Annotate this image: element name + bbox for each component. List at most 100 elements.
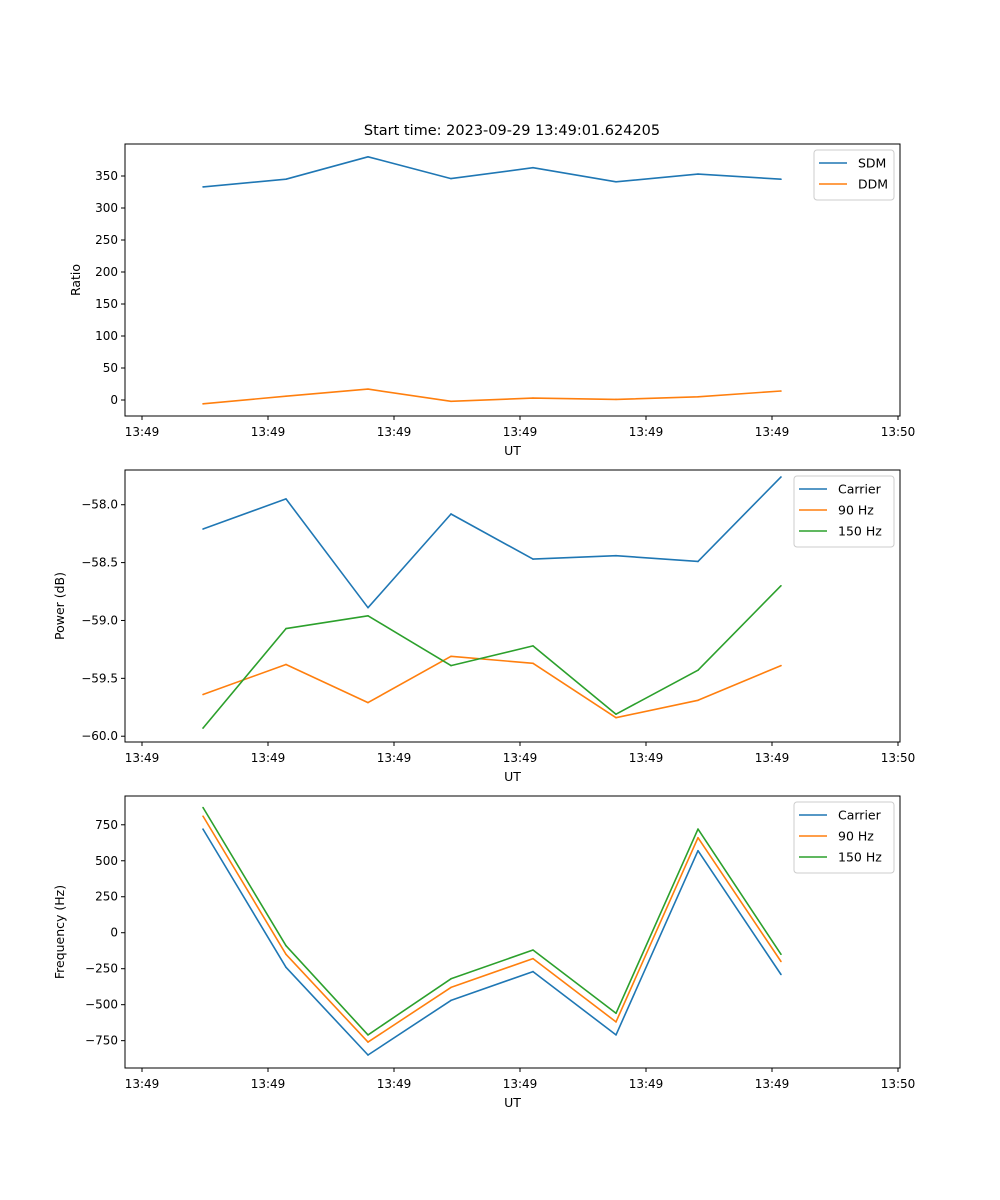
data-point — [285, 498, 287, 500]
data-point — [780, 390, 782, 392]
data-point — [697, 828, 699, 830]
data-point — [202, 693, 204, 696]
x-tick-label: 13:49 — [755, 1077, 790, 1091]
x-tick-label: 13:49 — [377, 1077, 412, 1091]
data-point — [615, 1021, 617, 1023]
legend-box — [793, 475, 895, 548]
data-point — [202, 403, 204, 405]
data-point — [697, 836, 699, 839]
data-point — [780, 664, 782, 667]
data-point — [532, 397, 534, 399]
chart-panel-1: 13:49 13:49 13:49 13:49 13:49 13:49 13:50 0 50 10… — [68, 143, 916, 458]
x-tick-label: 13:49 — [125, 1077, 160, 1091]
axes-frame — [124, 143, 901, 417]
y-tick-label: 50 — [103, 361, 118, 375]
data-point — [367, 701, 369, 704]
x-tick-label: 13:50 — [881, 751, 916, 765]
x-tick-label: 13:49 — [251, 1077, 286, 1091]
data-point — [450, 400, 452, 403]
data-point — [450, 986, 452, 989]
legend: Carrier 90 Hz 150 Hz — [793, 801, 895, 874]
data-point — [697, 699, 699, 702]
data-point — [780, 973, 782, 976]
axes-frame — [124, 469, 901, 743]
data-point — [697, 560, 699, 563]
y-tick-label: 750 — [95, 818, 118, 832]
x-tick-label: 13:49 — [125, 751, 160, 765]
y-tick-label: −58.0 — [81, 498, 118, 512]
data-point — [697, 173, 699, 175]
x-axis-label: UT — [504, 769, 521, 784]
legend-box — [793, 801, 895, 874]
data-point — [367, 388, 369, 390]
data-point — [202, 186, 204, 188]
series-line-sdm — [202, 156, 782, 188]
y-axis-label: Power (dB) — [52, 572, 67, 640]
legend-label: Carrier — [838, 808, 882, 823]
data-point — [285, 178, 287, 180]
data-point — [285, 944, 287, 947]
y-tick-label: 100 — [95, 329, 118, 343]
data-point — [532, 949, 534, 951]
legend: SDM DDM — [813, 149, 895, 201]
data-point — [202, 806, 204, 809]
x-tick-label: 13:49 — [377, 425, 412, 439]
x-tick-label: 13:50 — [881, 425, 916, 439]
data-point — [367, 1041, 369, 1043]
x-tick-label: 13:49 — [251, 751, 286, 765]
data-point — [615, 398, 617, 401]
data-point — [450, 177, 452, 180]
data-point — [697, 396, 699, 398]
data-point — [450, 664, 452, 667]
chart-panel-3: 13:49 13:49 13:49 13:49 13:49 13:49 13:50 750 50… — [52, 795, 915, 1110]
legend-label: 90 Hz — [838, 829, 874, 844]
data-point — [202, 727, 204, 729]
x-tick-label: 13:49 — [503, 425, 538, 439]
data-point — [367, 606, 369, 609]
data-point — [615, 1012, 617, 1015]
data-point — [450, 655, 452, 658]
y-tick-label: −250 — [85, 962, 118, 976]
data-point — [367, 615, 369, 617]
data-point — [697, 849, 699, 852]
data-point — [285, 395, 287, 397]
data-point — [202, 528, 204, 530]
data-point — [615, 1034, 617, 1036]
y-tick-label: 250 — [95, 890, 118, 904]
data-point — [532, 645, 534, 647]
y-tick-label: −58.5 — [81, 556, 118, 570]
data-point — [532, 662, 534, 665]
x-tick-label: 13:49 — [755, 425, 790, 439]
y-axis-label: Ratio — [68, 264, 83, 296]
x-tick-label: 13:49 — [377, 751, 412, 765]
y-tick-label: 500 — [95, 854, 118, 868]
series-line-150-hz — [202, 585, 782, 729]
y-tick-label: −500 — [85, 998, 118, 1012]
series-line-ddm — [202, 388, 782, 405]
y-tick-label: −59.5 — [81, 671, 118, 685]
x-tick-label: 13:49 — [251, 425, 286, 439]
data-point — [780, 960, 782, 963]
legend-label: DDM — [858, 177, 888, 192]
series-line-carrier — [202, 476, 782, 609]
data-point — [450, 999, 452, 1002]
data-point — [780, 476, 782, 478]
y-tick-label: 150 — [95, 297, 118, 311]
series-line-90-hz — [202, 655, 782, 719]
data-point — [367, 156, 369, 158]
y-tick-label: 300 — [95, 201, 118, 215]
data-point — [532, 970, 534, 973]
data-point — [532, 558, 534, 560]
data-point — [285, 663, 287, 666]
x-tick-label: 13:49 — [629, 1077, 664, 1091]
data-point — [697, 669, 699, 672]
data-point — [285, 966, 287, 969]
y-tick-label: 250 — [95, 233, 118, 247]
y-tick-label: 0 — [110, 393, 118, 407]
y-tick-label: −59.0 — [81, 613, 118, 627]
y-axis-label: Frequency (Hz) — [52, 885, 67, 979]
data-point — [532, 957, 534, 960]
series-line-90-hz — [202, 815, 782, 1043]
data-point — [615, 180, 617, 183]
legend-label: SDM — [858, 156, 886, 171]
